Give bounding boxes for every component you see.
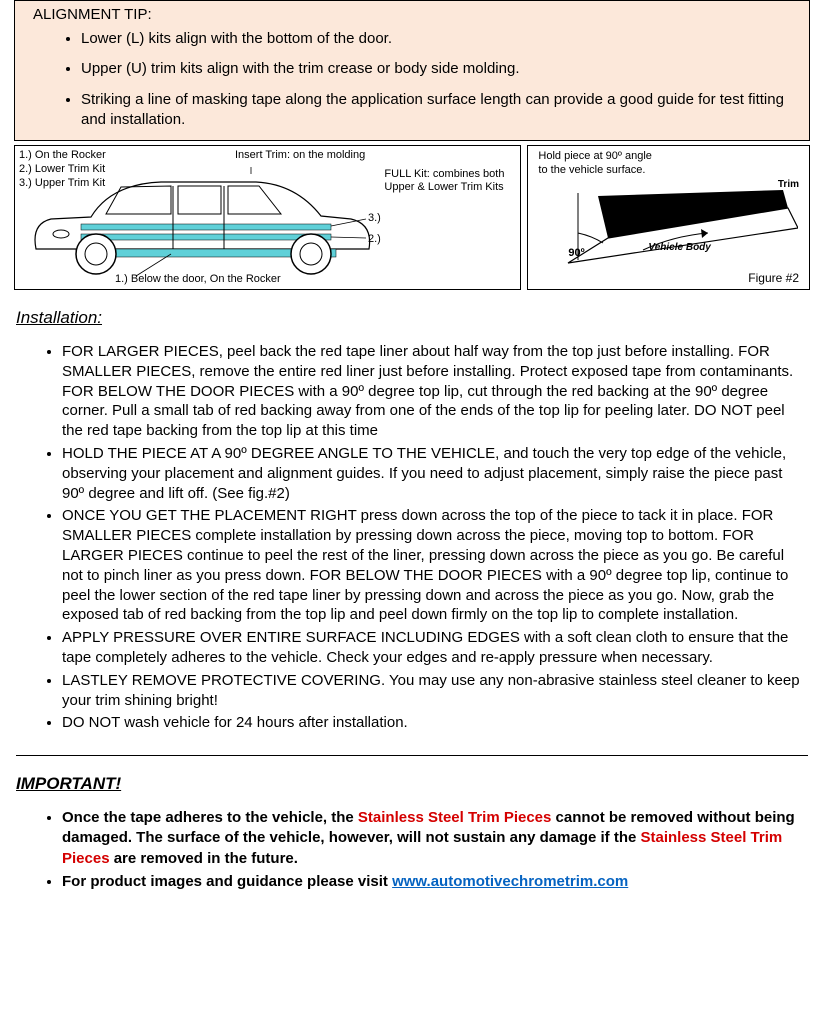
- install-step: APPLY PRESSURE OVER ENTIRE SURFACE INCLU…: [62, 628, 802, 668]
- important-item: Once the tape adheres to the vehicle, th…: [62, 808, 802, 869]
- legend-1: 1.) On the Rocker: [19, 149, 106, 161]
- svg-text:3.): 3.): [368, 212, 381, 224]
- diagram-row: 1.) On the Rocker 2.) Lower Trim Kit 3.)…: [0, 145, 824, 290]
- vehicle-body-label: Vehicle Body: [648, 242, 710, 253]
- car-icon: 3.) 2.): [21, 164, 381, 284]
- car-diagram: 1.) On the Rocker 2.) Lower Trim Kit 3.)…: [14, 145, 521, 290]
- install-step: FOR LARGER PIECES, peel back the red tap…: [62, 342, 802, 441]
- figure-label: Figure #2: [748, 271, 799, 285]
- red-text: Stainless Steel Trim Pieces: [358, 809, 551, 826]
- tip-item: Striking a line of masking tape along th…: [81, 90, 791, 131]
- rocker-label: 1.) Below the door, On the Rocker: [115, 273, 281, 285]
- tip-item: Lower (L) kits align with the bottom of …: [81, 29, 791, 49]
- tip-list: Lower (L) kits align with the bottom of …: [33, 29, 791, 130]
- important-item: For product images and guidance please v…: [62, 872, 802, 892]
- installation-heading: Installation:: [16, 308, 824, 328]
- install-step: HOLD THE PIECE AT A 90º DEGREE ANGLE TO …: [62, 444, 802, 503]
- angle-instruction: Hold piece at 90º angle to the vehicle s…: [538, 150, 652, 178]
- trim-label: Trim: [778, 179, 799, 190]
- angle-icon: [548, 188, 798, 283]
- important-heading: IMPORTANT!: [16, 774, 824, 794]
- full-kit-label: FULL Kit: combines both Upper & Lower Tr…: [384, 168, 514, 194]
- angle-90-label: 90º: [568, 247, 584, 259]
- tip-title: ALIGNMENT TIP:: [33, 6, 791, 23]
- svg-text:2.): 2.): [368, 233, 381, 245]
- alignment-tip-box: ALIGNMENT TIP: Lower (L) kits align with…: [14, 0, 810, 141]
- tip-item: Upper (U) trim kits align with the trim …: [81, 59, 791, 79]
- install-step: ONCE YOU GET THE PLACEMENT RIGHT press d…: [62, 506, 802, 625]
- product-link[interactable]: www.automotivechrometrim.com: [392, 873, 628, 890]
- insert-trim-label: Insert Trim: on the molding: [235, 149, 365, 161]
- install-step: DO NOT wash vehicle for 24 hours after i…: [62, 713, 802, 733]
- installation-list: FOR LARGER PIECES, peel back the red tap…: [0, 342, 824, 733]
- divider: [16, 755, 808, 756]
- angle-diagram: Hold piece at 90º angle to the vehicle s…: [527, 145, 810, 290]
- important-list: Once the tape adheres to the vehicle, th…: [0, 808, 824, 892]
- install-step: LASTLEY REMOVE PROTECTIVE COVERING. You …: [62, 671, 802, 711]
